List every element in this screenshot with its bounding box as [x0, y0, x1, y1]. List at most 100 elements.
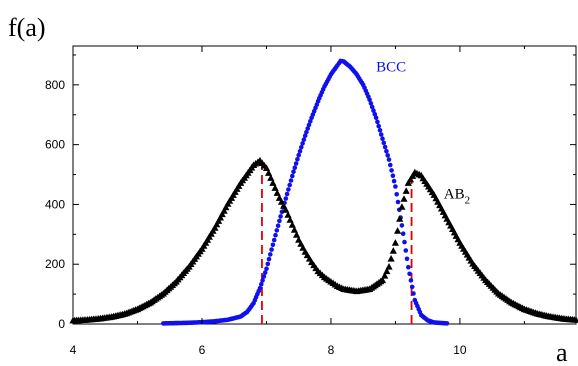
ab2-point: [267, 174, 275, 181]
bcc-point: [278, 214, 283, 219]
bcc-point: [300, 141, 305, 146]
bcc-point: [377, 128, 383, 133]
bcc-point: [308, 119, 313, 124]
bcc-point: [385, 153, 391, 158]
bcc-point: [261, 274, 267, 279]
y-tick-label: 800: [45, 78, 65, 92]
ab2-point: [218, 210, 226, 218]
y-axis-title: f(a): [8, 13, 46, 42]
bcc-point: [391, 178, 397, 184]
bcc-point: [381, 140, 387, 146]
bcc-point: [277, 218, 282, 224]
series-label-bcc: BCC: [376, 59, 406, 75]
bcc-point: [393, 184, 398, 189]
series-ab2: [69, 156, 578, 324]
ab2-point: [387, 255, 395, 262]
bcc-point: [273, 232, 278, 238]
ab2-point: [572, 316, 578, 323]
ab2-point: [282, 206, 290, 213]
bcc-point: [286, 187, 291, 192]
bcc-point: [380, 136, 385, 141]
bcc-point: [290, 173, 295, 179]
bcc-point: [411, 291, 416, 296]
ab2-point: [378, 276, 387, 284]
series-labels: BCC AB2: [376, 59, 470, 206]
ab2-point: [290, 226, 298, 233]
bcc-point: [270, 242, 276, 248]
bcc-point: [264, 266, 269, 272]
bcc-point: [299, 145, 304, 150]
x-axis-title: a: [556, 338, 568, 366]
bcc-point: [279, 209, 285, 215]
bcc-point: [444, 321, 450, 326]
bcc-point: [369, 104, 375, 110]
bcc-point: [288, 178, 294, 183]
bcc-point: [304, 129, 309, 135]
bcc-point: [382, 144, 388, 150]
bcc-point: [297, 148, 303, 154]
bcc-point: [275, 223, 281, 228]
bcc-point: [368, 101, 374, 106]
bcc-point: [262, 270, 268, 275]
ab2-point: [391, 239, 399, 246]
bcc-point: [409, 284, 415, 290]
bcc-point: [295, 157, 300, 162]
ab2-point: [265, 169, 273, 176]
ab2-point: [273, 189, 281, 196]
ab2-point: [213, 220, 221, 228]
bcc-point: [400, 231, 406, 236]
bcc-point: [395, 199, 401, 205]
bcc-point: [371, 108, 376, 113]
bcc-point: [274, 228, 280, 233]
bcc-point: [394, 192, 400, 197]
bcc-point: [406, 264, 411, 270]
bcc-point: [260, 278, 265, 283]
ab2-point: [402, 187, 410, 194]
bcc-point: [408, 278, 414, 283]
bcc-point: [399, 223, 405, 228]
bcc-point: [291, 169, 296, 175]
bcc-point: [305, 126, 311, 131]
bcc-point: [403, 248, 409, 253]
bcc-point: [376, 123, 382, 129]
bcc-point: [302, 133, 308, 138]
ab2-point: [293, 231, 301, 238]
bcc-point: [306, 122, 312, 128]
ab2-point: [271, 184, 279, 191]
ab2-point: [400, 195, 408, 202]
bcc-point: [389, 168, 394, 173]
y-tick-label: 200: [45, 257, 65, 271]
reference-lines: [261, 162, 413, 324]
bcc-point: [367, 97, 372, 103]
y-tick-label: 0: [58, 317, 65, 331]
bcc-point: [268, 252, 273, 257]
ab2-point: [286, 216, 294, 223]
bcc-point: [384, 148, 389, 154]
bcc-point: [265, 261, 271, 267]
bcc-point: [386, 157, 392, 162]
bcc-point: [269, 247, 274, 252]
x-tick-label: 8: [328, 343, 335, 357]
ab2-point: [396, 215, 404, 222]
bcc-point: [266, 256, 272, 262]
ab2-point: [389, 247, 397, 254]
plot-frame: [72, 45, 577, 325]
ab2-point: [406, 175, 415, 183]
bcc-point: [292, 165, 298, 170]
ab2-point: [211, 224, 219, 231]
bcc-point: [390, 173, 396, 178]
axis-ticks: 4 6 8 10 0 200 400 600 800: [45, 46, 576, 357]
ab2-point: [220, 207, 228, 214]
ab2-point: [385, 263, 393, 270]
ab2-point: [404, 179, 412, 186]
bcc-point: [257, 285, 263, 291]
x-tick-label: 4: [70, 343, 77, 357]
bcc-point: [301, 137, 307, 142]
bcc-point: [404, 256, 410, 262]
bcc-point: [402, 239, 407, 245]
bcc-point: [378, 132, 384, 137]
y-tick-label: 400: [45, 197, 65, 211]
bcc-point: [375, 119, 380, 125]
ab2-point: [381, 272, 389, 279]
